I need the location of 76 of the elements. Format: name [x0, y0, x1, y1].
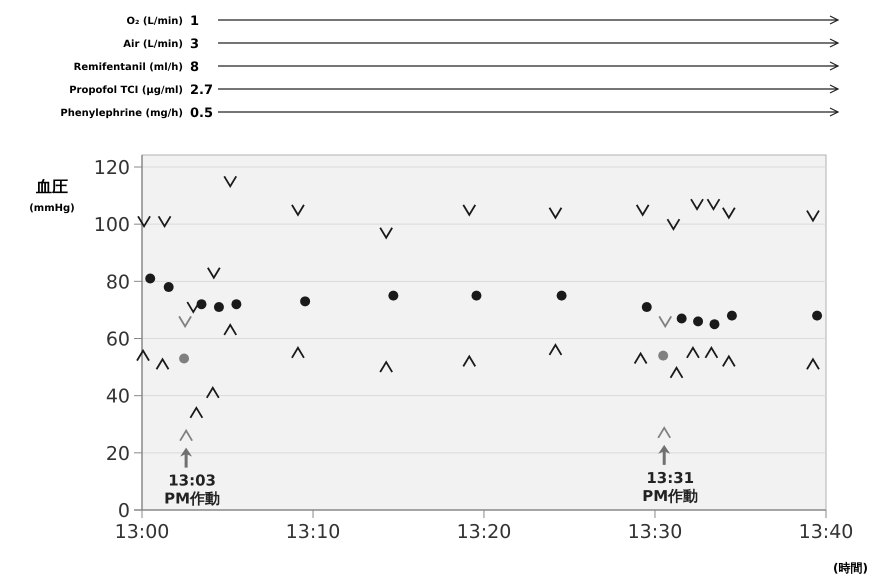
point [179, 430, 194, 442]
point [706, 198, 720, 210]
text: Remifentanil (ml/h) [74, 62, 183, 73]
text: 3 [190, 37, 200, 52]
point [690, 198, 704, 210]
y-tick-label: 100 [94, 214, 130, 236]
text: Propofol TCI (µg/ml) [69, 85, 183, 96]
y-tick-label: 80 [106, 271, 130, 294]
point [206, 386, 220, 399]
point [300, 296, 310, 306]
y-axis-title: 血圧 (mmHg) [29, 177, 75, 214]
point [179, 354, 190, 364]
point [471, 290, 482, 301]
annotation: 13:31 PM作動 [642, 468, 698, 505]
point [388, 290, 398, 301]
point [686, 346, 700, 359]
text: 8 [190, 60, 200, 75]
annotation: 13:03 PM作動 [164, 472, 220, 508]
y-tick-label: 60 [106, 328, 130, 350]
point [658, 315, 672, 328]
x-tick-label: 13:30 [628, 521, 682, 543]
point [462, 204, 476, 216]
point [676, 313, 687, 324]
point [164, 282, 174, 292]
point [379, 361, 394, 373]
point [704, 346, 718, 359]
point [137, 215, 151, 228]
y-tick-label: 0 [118, 500, 130, 522]
point [726, 310, 737, 321]
x-tick-label: 13:00 [114, 521, 170, 543]
text: 2.7 [190, 83, 214, 98]
point [634, 352, 648, 364]
y-tick-label: 20 [106, 442, 130, 465]
point [812, 310, 822, 321]
point [231, 299, 242, 310]
x-tick-label: 13:20 [456, 521, 512, 543]
y-tick-label: 40 [106, 386, 130, 408]
text: Phenylephrine (mg/h) [60, 108, 183, 119]
point [666, 218, 680, 230]
y-tick-label: 120 [94, 157, 130, 179]
point [462, 355, 476, 368]
x-tick-label: 13:40 [798, 521, 854, 543]
text: 1 [190, 14, 200, 29]
point [223, 175, 238, 188]
point [145, 273, 156, 284]
point [158, 215, 172, 228]
point [379, 226, 394, 239]
point [548, 206, 562, 219]
point [693, 316, 704, 326]
point [556, 290, 567, 301]
point [636, 204, 650, 216]
point [709, 319, 720, 330]
point [806, 210, 820, 222]
point [291, 204, 305, 216]
text: O₂ (L/min) [126, 16, 183, 27]
point [806, 358, 820, 370]
point [722, 355, 736, 368]
point [657, 426, 672, 439]
point [206, 266, 221, 279]
point [196, 299, 207, 310]
point [291, 346, 305, 359]
point [670, 366, 684, 379]
point [658, 350, 668, 361]
point [722, 206, 736, 219]
point [178, 315, 192, 328]
x-tick-label: 13:10 [286, 521, 340, 543]
point [548, 344, 562, 356]
text: Air (L/min) [123, 39, 183, 50]
x-axis-title: (時間) [833, 561, 868, 575]
point [214, 302, 224, 312]
text: 0.5 [190, 106, 214, 121]
point [642, 302, 652, 312]
point [189, 406, 204, 419]
point [136, 350, 150, 362]
point [223, 324, 238, 336]
point [156, 358, 170, 370]
